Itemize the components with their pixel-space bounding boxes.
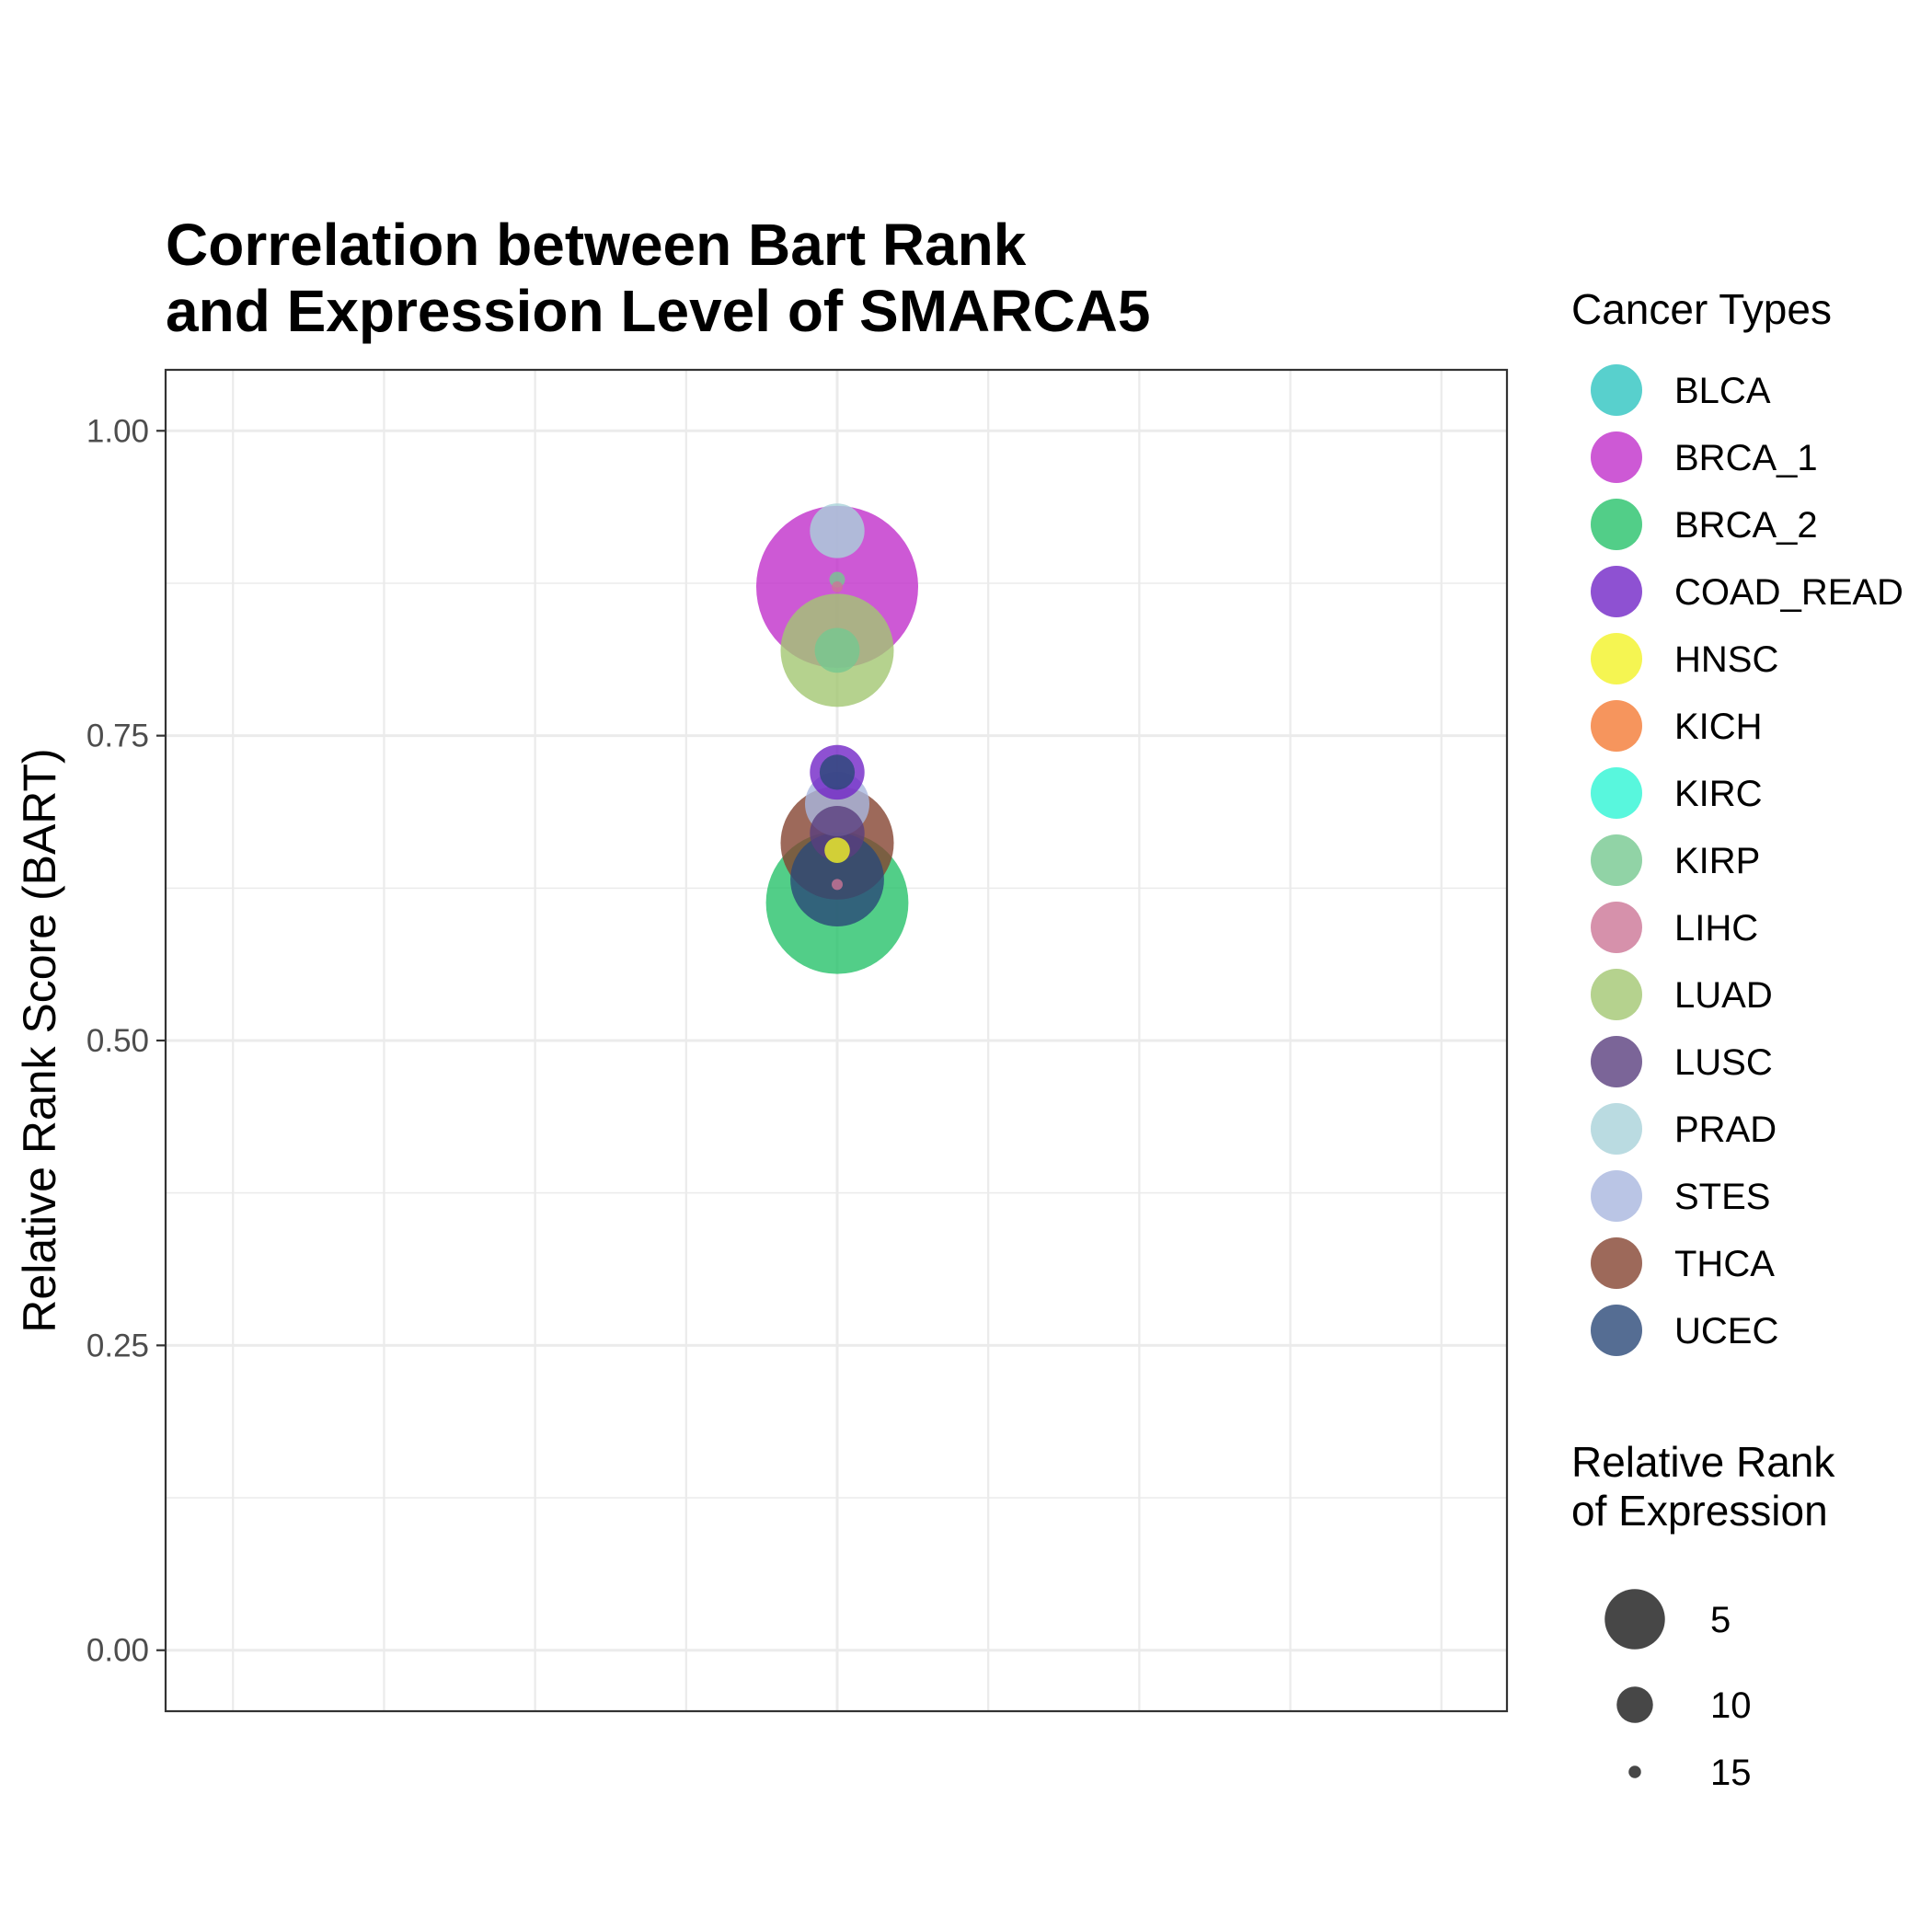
legend-label-kirp: KIRP <box>1674 841 1760 881</box>
chart-title-line-1: Correlation between Bart Rank <box>166 212 1027 278</box>
legend-label-kich: KICH <box>1674 707 1763 747</box>
data-points <box>756 503 918 974</box>
legend-label-ucec: UCEC <box>1674 1311 1778 1351</box>
y-axis-title: Relative Rank Score (BART) <box>14 748 65 1332</box>
legend-swatch-thca <box>1591 1237 1642 1289</box>
legend-swatch-kirp <box>1591 834 1642 886</box>
size-legend-title-line-1: Relative Rank <box>1571 1438 1835 1486</box>
point-lusc <box>810 805 865 861</box>
chart-title-line-2: and Expression Level of SMARCA5 <box>166 278 1150 344</box>
legend-label-hnsc: HNSC <box>1674 639 1778 680</box>
legend-swatch-brca-1 <box>1591 431 1642 483</box>
legend-label-luad: LUAD <box>1674 975 1773 1016</box>
legend-swatch-lusc <box>1591 1036 1642 1087</box>
legend-swatch-ucec <box>1591 1305 1642 1356</box>
size-legend: 5 10 15 <box>1604 1589 1752 1793</box>
legend-swatch-luad <box>1591 969 1642 1020</box>
legend-label-thca: THCA <box>1674 1244 1775 1284</box>
legend-label-kirc: KIRC <box>1674 774 1763 814</box>
point-lihc <box>832 879 843 891</box>
legend-swatch-prad <box>1591 1103 1642 1155</box>
y-tick-label: 0.00 <box>86 1633 149 1669</box>
color-legend-title: Cancer Types <box>1571 285 1832 333</box>
size-legend-circle-5 <box>1604 1589 1665 1650</box>
point-kirp <box>814 627 860 673</box>
legend-swatch-hnsc <box>1591 633 1642 684</box>
size-legend-circle-15 <box>1628 1765 1641 1778</box>
legend-label-blca: BLCA <box>1674 371 1771 411</box>
legend-label-brca-2: BRCA_2 <box>1674 505 1818 546</box>
legend-swatch-brca-2 <box>1591 499 1642 550</box>
size-legend-circle-10 <box>1616 1686 1653 1723</box>
legend-label-brca-1: BRCA_1 <box>1674 438 1818 478</box>
point-ucec <box>819 754 856 790</box>
legend-swatch-kich <box>1591 700 1642 752</box>
color-legend: BLCA BRCA_1 BRCA_2 COAD_READ HNSC KICH KIRC KIR… <box>1591 364 1903 1356</box>
legend-label-prad: PRAD <box>1674 1110 1777 1150</box>
y-tick-label: 0.75 <box>86 719 149 754</box>
legend-swatch-blca <box>1591 364 1642 416</box>
size-legend-label-10: 10 <box>1710 1685 1752 1726</box>
size-legend-label-15: 15 <box>1710 1753 1752 1793</box>
y-tick-label: 1.00 <box>86 413 149 449</box>
legend-label-lihc: LIHC <box>1674 908 1758 949</box>
point-lihc <box>832 581 843 592</box>
size-legend-title-line-2: of Expression <box>1571 1487 1828 1535</box>
size-legend-label-5: 5 <box>1710 1600 1731 1640</box>
legend-swatch-kirc <box>1591 767 1642 819</box>
legend-label-stes: STES <box>1674 1177 1770 1217</box>
legend-swatch-lihc <box>1591 902 1642 953</box>
legend-label-coad-read: COAD_READ <box>1674 572 1903 613</box>
point-hnsc <box>824 837 850 864</box>
legend-label-lusc: LUSC <box>1674 1042 1773 1083</box>
y-axis-ticks: 0.00 0.25 0.50 0.75 1.00 <box>86 413 166 1669</box>
legend-swatch-stes <box>1591 1170 1642 1222</box>
legend-swatch-coad-read <box>1591 566 1642 617</box>
y-tick-label: 0.50 <box>86 1023 149 1059</box>
point-prad <box>810 503 865 558</box>
y-tick-label: 0.25 <box>86 1328 149 1363</box>
